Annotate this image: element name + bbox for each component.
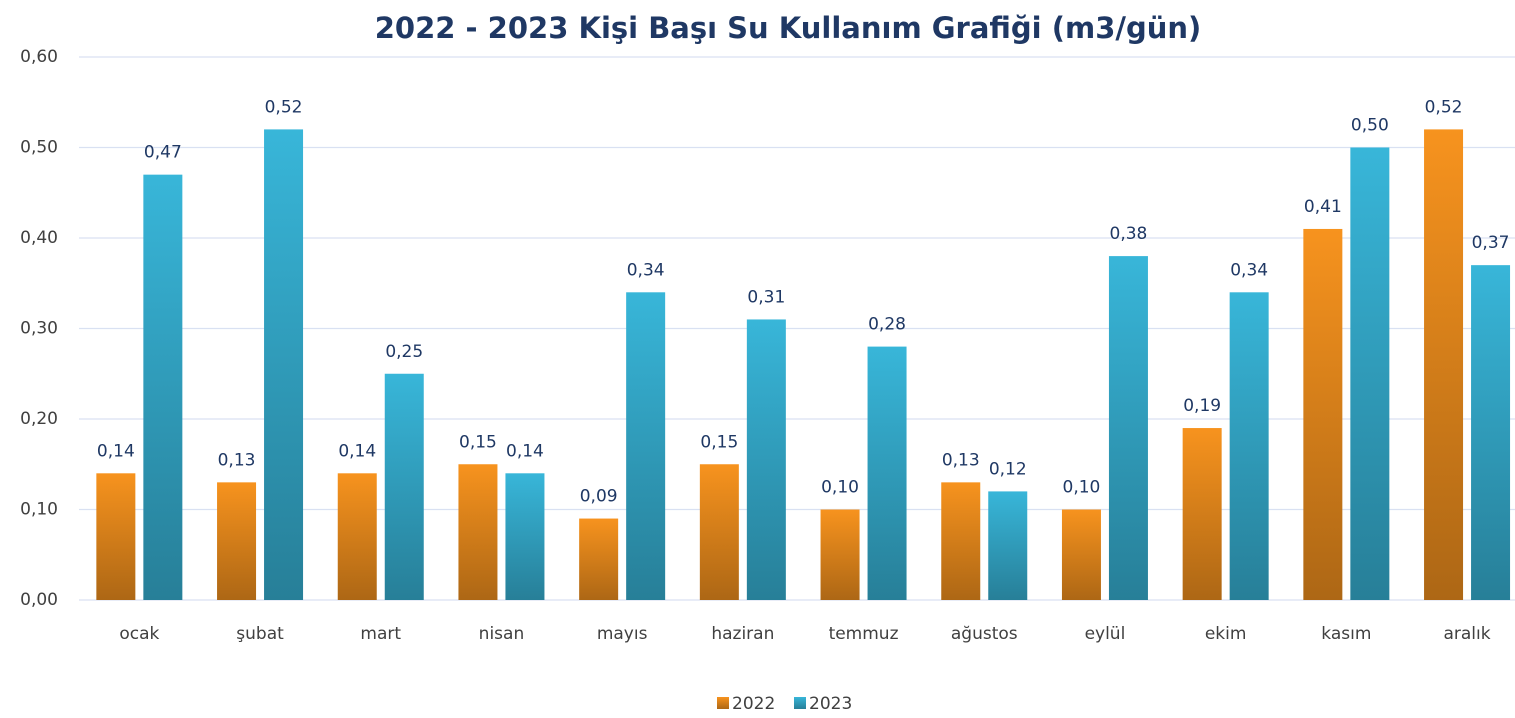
- bar: [1471, 265, 1511, 600]
- y-tick-label: 0,00: [20, 590, 58, 610]
- bar: [820, 509, 860, 600]
- value-label: 0,13: [942, 450, 980, 470]
- value-label: 0,09: [580, 487, 618, 507]
- value-label: 0,25: [385, 342, 423, 362]
- value-label: 0,15: [700, 432, 738, 452]
- bar: [1303, 228, 1343, 600]
- value-label: 0,34: [1230, 260, 1268, 280]
- value-label: 0,14: [506, 441, 544, 461]
- bar: [867, 346, 907, 600]
- legend-label: 2022: [732, 694, 775, 714]
- x-tick-label: ağustos: [951, 624, 1018, 644]
- bar: [264, 129, 304, 600]
- bar: [96, 473, 136, 600]
- legend-label: 2023: [809, 694, 852, 714]
- x-tick-label: nisan: [479, 624, 525, 644]
- value-label: 0,47: [144, 143, 182, 163]
- x-tick-label: kasım: [1321, 624, 1371, 644]
- legend-swatch: [794, 697, 806, 709]
- value-label: 0,12: [989, 459, 1027, 479]
- bar: [941, 482, 981, 600]
- bar: [1350, 147, 1390, 600]
- value-label: 0,52: [1425, 97, 1463, 117]
- value-label: 0,10: [1063, 478, 1101, 498]
- x-tick-label: ekim: [1205, 624, 1247, 644]
- value-label: 0,14: [338, 441, 376, 461]
- value-label: 0,10: [821, 478, 859, 498]
- bar: [579, 518, 619, 600]
- value-label: 0,41: [1304, 197, 1342, 217]
- value-label: 0,28: [868, 315, 906, 335]
- bar: [699, 464, 739, 600]
- bar: [143, 174, 183, 600]
- x-tick-label: haziran: [711, 624, 774, 644]
- value-label: 0,15: [459, 432, 497, 452]
- value-label: 0,37: [1472, 233, 1510, 253]
- y-tick-label: 0,40: [20, 228, 58, 248]
- bar: [505, 473, 545, 600]
- x-tick-label: eylül: [1085, 624, 1126, 644]
- value-label: 0,31: [747, 287, 785, 307]
- bar: [217, 482, 257, 600]
- x-tick-label: ocak: [119, 624, 159, 644]
- bar: [1424, 129, 1464, 600]
- x-tick-label: mart: [360, 624, 401, 644]
- bar: [384, 373, 424, 600]
- x-tick-label: şubat: [236, 624, 284, 644]
- bar: [746, 319, 786, 600]
- value-label: 0,38: [1110, 224, 1148, 244]
- value-label: 0,52: [265, 97, 303, 117]
- legend-swatch: [717, 697, 729, 709]
- value-label: 0,14: [97, 441, 135, 461]
- chart-title: 2022 - 2023 Kişi Başı Su Kullanım Grafiğ…: [375, 11, 1202, 45]
- bar: [1061, 509, 1101, 600]
- bar: [1229, 292, 1269, 600]
- x-tick-label: aralık: [1443, 624, 1490, 644]
- y-tick-label: 0,20: [20, 409, 58, 429]
- bar: [337, 473, 377, 600]
- y-tick-label: 0,30: [20, 319, 58, 339]
- y-tick-label: 0,60: [20, 47, 58, 67]
- bar: [1182, 428, 1222, 600]
- bar: [458, 464, 498, 600]
- y-tick-label: 0,50: [20, 138, 58, 158]
- value-label: 0,13: [218, 450, 256, 470]
- value-label: 0,50: [1351, 116, 1389, 136]
- value-label: 0,34: [627, 260, 665, 280]
- y-tick-label: 0,10: [20, 500, 58, 520]
- value-label: 0,19: [1183, 396, 1221, 416]
- x-tick-label: mayıs: [597, 624, 648, 644]
- bar: [988, 491, 1028, 600]
- bar: [1108, 256, 1148, 600]
- x-tick-label: temmuz: [829, 624, 899, 644]
- bar: [626, 292, 666, 600]
